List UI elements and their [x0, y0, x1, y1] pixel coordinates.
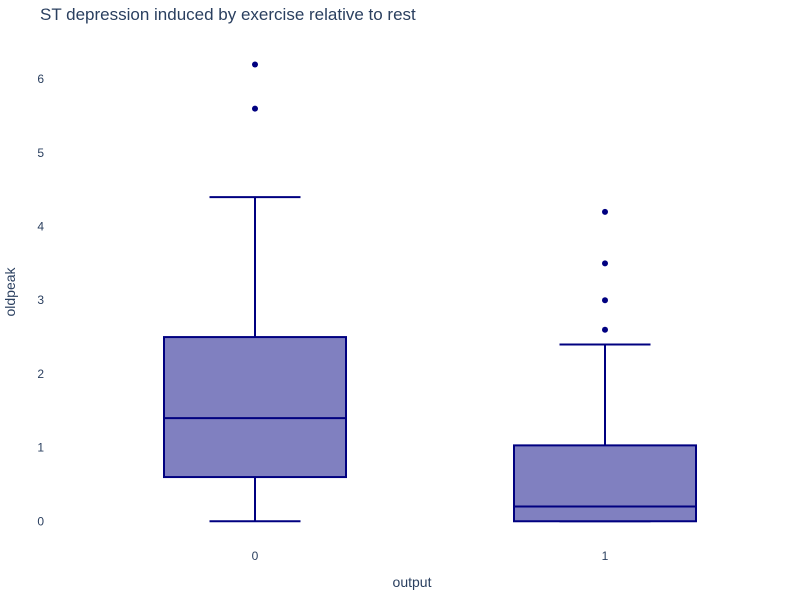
y-axis-ticks: 0 1 2 3 4 5 6 [37, 72, 44, 528]
iqr-box [163, 336, 347, 479]
y-tick-label: 0 [37, 514, 44, 528]
x-tick-label: 1 [602, 549, 609, 563]
iqr-box [513, 444, 697, 523]
x-axis-title: output [393, 574, 432, 590]
y-tick-label: 2 [37, 367, 44, 381]
box-group [513, 208, 697, 523]
box-series [163, 61, 697, 523]
y-tick-label: 3 [37, 293, 44, 307]
x-tick-label: 0 [252, 549, 259, 563]
outlier-point [602, 326, 608, 333]
outlier-point [602, 297, 608, 304]
y-tick-label: 5 [37, 146, 44, 160]
outlier-point [602, 260, 608, 267]
y-tick-label: 4 [37, 220, 44, 234]
y-tick-label: 6 [37, 72, 44, 86]
chart-title: ST depression induced by exercise relati… [40, 5, 416, 24]
box-group [163, 61, 347, 523]
y-axis-title: oldpeak [2, 266, 18, 316]
outlier-point [252, 61, 258, 68]
outlier-point [252, 105, 258, 112]
outlier-point [602, 208, 608, 215]
y-tick-label: 1 [37, 441, 44, 455]
